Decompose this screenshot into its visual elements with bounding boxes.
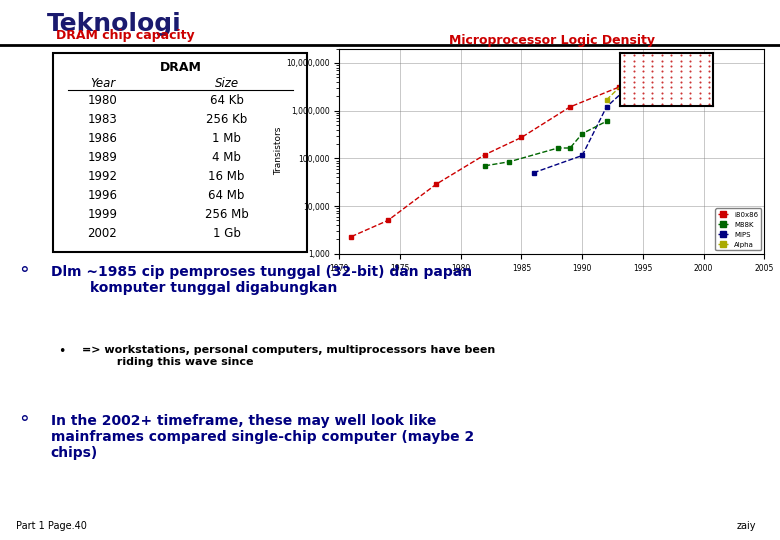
Title: Microprocessor Logic Density: Microprocessor Logic Density: [448, 35, 655, 48]
Text: °: °: [20, 265, 30, 284]
Text: 1999: 1999: [87, 207, 118, 221]
Text: 1 Gb: 1 Gb: [213, 227, 240, 240]
Text: 2002: 2002: [87, 227, 117, 240]
Text: 1996: 1996: [87, 188, 118, 201]
Text: Teknologi: Teknologi: [47, 12, 182, 36]
Text: 16 Mb: 16 Mb: [208, 170, 245, 183]
Text: •: •: [58, 346, 66, 359]
Text: Part 1 Page.40: Part 1 Page.40: [16, 522, 87, 531]
Text: Size: Size: [215, 77, 239, 90]
Y-axis label: Transistors: Transistors: [275, 127, 283, 176]
Text: 4 Mb: 4 Mb: [212, 151, 241, 164]
Text: 1989: 1989: [87, 151, 118, 164]
Text: 1980: 1980: [87, 94, 117, 107]
Text: In the 2002+ timeframe, these may well look like
mainframes compared single-chip: In the 2002+ timeframe, these may well l…: [51, 414, 474, 461]
Text: °: °: [20, 414, 30, 433]
Text: Year: Year: [90, 77, 115, 90]
Text: DRAM: DRAM: [159, 61, 201, 74]
Text: 1992: 1992: [87, 170, 118, 183]
Legend: i80x86, M88K, MIPS, Alpha: i80x86, M88K, MIPS, Alpha: [715, 208, 761, 251]
Text: 256 Kb: 256 Kb: [206, 113, 247, 126]
Text: 64 Mb: 64 Mb: [208, 188, 245, 201]
Text: zaiy: zaiy: [737, 522, 757, 531]
Text: 1986: 1986: [87, 132, 118, 145]
Bar: [53, 53, 307, 252]
Text: Dlm ~1985 cip pemproses tunggal (32-bit) dan papan
        komputer tunggal diga: Dlm ~1985 cip pemproses tunggal (32-bit)…: [51, 265, 472, 295]
Text: 1983: 1983: [87, 113, 117, 126]
Text: => workstations, personal computers, multiprocessors have been
         riding t: => workstations, personal computers, mul…: [82, 346, 495, 367]
Text: 64 Kb: 64 Kb: [210, 94, 243, 107]
Text: 1 Mb: 1 Mb: [212, 132, 241, 145]
Text: 256 Mb: 256 Mb: [204, 207, 249, 221]
Text: DRAM chip capacity: DRAM chip capacity: [56, 30, 195, 43]
